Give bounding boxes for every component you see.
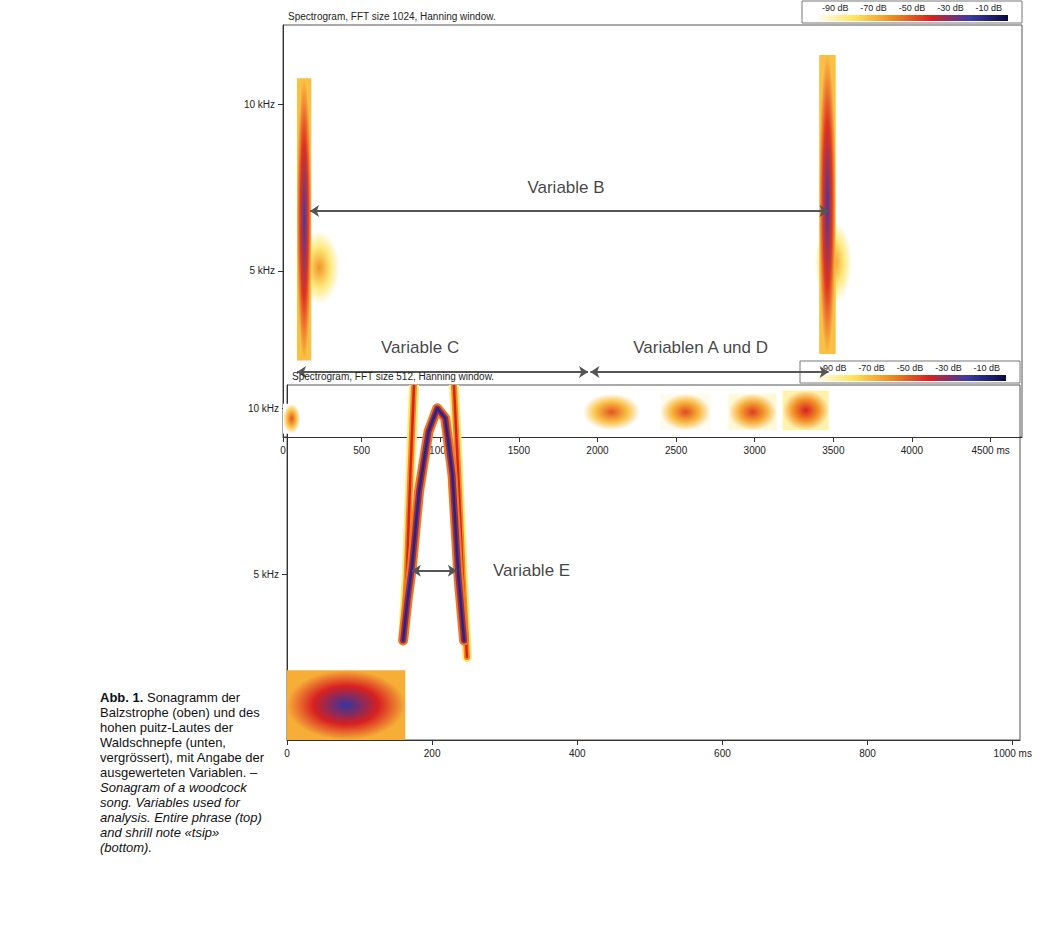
svg-text:1500: 1500 — [508, 445, 531, 456]
svg-text:Variable B: Variable B — [527, 178, 604, 197]
svg-text:800: 800 — [859, 748, 876, 759]
svg-text:0: 0 — [284, 748, 290, 759]
svg-text:4000: 4000 — [901, 445, 924, 456]
svg-text:200: 200 — [424, 748, 441, 759]
svg-text:-10 dB: -10 dB — [976, 3, 1003, 13]
svg-text:4500 ms: 4500 ms — [971, 445, 1009, 456]
svg-text:10 kHz: 10 kHz — [248, 403, 279, 414]
svg-text:600: 600 — [714, 748, 731, 759]
svg-text:400: 400 — [569, 748, 586, 759]
svg-text:-30 dB: -30 dB — [935, 363, 962, 373]
html-text:Sonagram of a woodcock song. V: Sonagram of a woodcock song. Variables u… — [100, 780, 262, 855]
svg-text:5 kHz: 5 kHz — [249, 265, 275, 276]
svg-text:500: 500 — [353, 445, 370, 456]
svg-text:Variable E: Variable E — [493, 561, 570, 580]
svg-text:Spectrogram, FFT size 1024, Ha: Spectrogram, FFT size 1024, Hanning wind… — [288, 11, 496, 22]
svg-text:1000: 1000 — [429, 444, 452, 456]
svg-text:0: 0 — [280, 445, 286, 456]
svg-text:-90 dB: -90 dB — [819, 363, 847, 373]
svg-text:-50 dB: -50 dB — [899, 3, 926, 13]
svg-text:-50 dB: -50 dB — [897, 363, 924, 373]
svg-text:Variablen A und D: Variablen A und D — [633, 338, 768, 357]
svg-text:-70 dB: -70 dB — [860, 3, 887, 13]
svg-text:-70 dB: -70 dB — [858, 363, 885, 373]
svg-text:2500: 2500 — [665, 445, 688, 456]
svg-text:10 kHz: 10 kHz — [244, 99, 275, 110]
svg-text:-90 dB: -90 dB — [822, 3, 849, 13]
svg-text:-30 dB: -30 dB — [937, 3, 964, 13]
svg-text:-10 dB: -10 dB — [974, 363, 1001, 373]
svg-text:2000: 2000 — [586, 445, 609, 456]
svg-text:Variable C: Variable C — [381, 338, 459, 357]
svg-text:5 kHz: 5 kHz — [253, 569, 279, 580]
svg-text:3500: 3500 — [822, 445, 845, 456]
svg-text:Spectrogram, FFT size 512, Han: Spectrogram, FFT size 512, Hanning windo… — [292, 371, 494, 382]
svg-text:1000 ms: 1000 ms — [994, 748, 1032, 759]
svg-text:3000: 3000 — [744, 445, 767, 456]
html-text:Abb. 1. Sonagramm der Balzstro: Abb. 1. Sonagramm der Balzstrophe (oben)… — [100, 690, 264, 780]
